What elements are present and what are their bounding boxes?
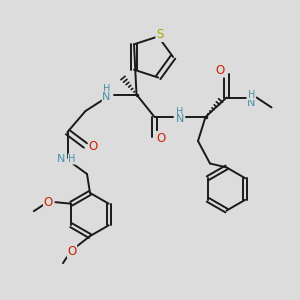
Text: S: S — [156, 28, 164, 41]
Text: H: H — [248, 89, 255, 100]
Text: O: O — [88, 140, 98, 154]
Text: O: O — [44, 196, 53, 209]
Text: O: O — [215, 64, 224, 77]
Text: N: N — [176, 114, 184, 124]
Text: H: H — [103, 84, 110, 94]
Text: N: N — [57, 154, 65, 164]
Text: N: N — [247, 98, 256, 108]
Text: N: N — [102, 92, 111, 102]
Text: O: O — [68, 244, 76, 258]
Text: H: H — [176, 106, 184, 117]
Text: O: O — [157, 131, 166, 145]
Text: H: H — [68, 154, 76, 164]
